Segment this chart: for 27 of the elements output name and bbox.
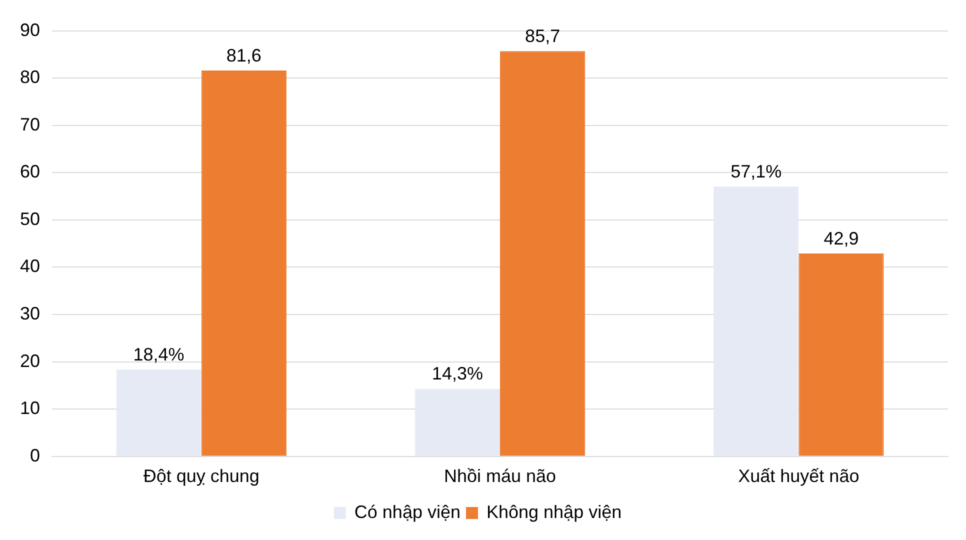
x-tick-label: Xuất huyết não: [738, 466, 860, 486]
y-tick-label: 90: [20, 20, 40, 40]
y-tick-label: 10: [20, 398, 40, 418]
bar: [116, 369, 202, 456]
data-label: 14,3%: [432, 364, 483, 384]
bar: [714, 186, 799, 456]
x-tick-label: Nhồi máu não: [444, 466, 556, 486]
data-label: 57,1%: [730, 161, 782, 182]
data-label: 18,4%: [133, 344, 184, 364]
y-tick-label: 40: [20, 256, 40, 276]
data-label: 81,6: [226, 45, 262, 66]
bar: [798, 254, 884, 456]
y-tick-label: 0: [30, 445, 40, 466]
y-tick-label: 30: [20, 304, 40, 324]
data-label: 42,9: [824, 228, 859, 248]
bar: [500, 51, 586, 456]
x-tick-label: Đột quỵ chung: [143, 466, 260, 486]
y-tick-label: 50: [20, 208, 40, 229]
y-tick-label: 70: [20, 114, 40, 134]
legend-label: Có nhập viện: [354, 502, 460, 522]
data-label: 85,7: [525, 26, 560, 46]
y-tick-label: 80: [20, 67, 40, 88]
bar: [201, 70, 286, 456]
y-tick-label: 60: [20, 162, 40, 182]
legend-label: Không nhập viện: [486, 502, 622, 522]
bar: [414, 388, 500, 456]
y-tick-label: 20: [20, 350, 40, 371]
